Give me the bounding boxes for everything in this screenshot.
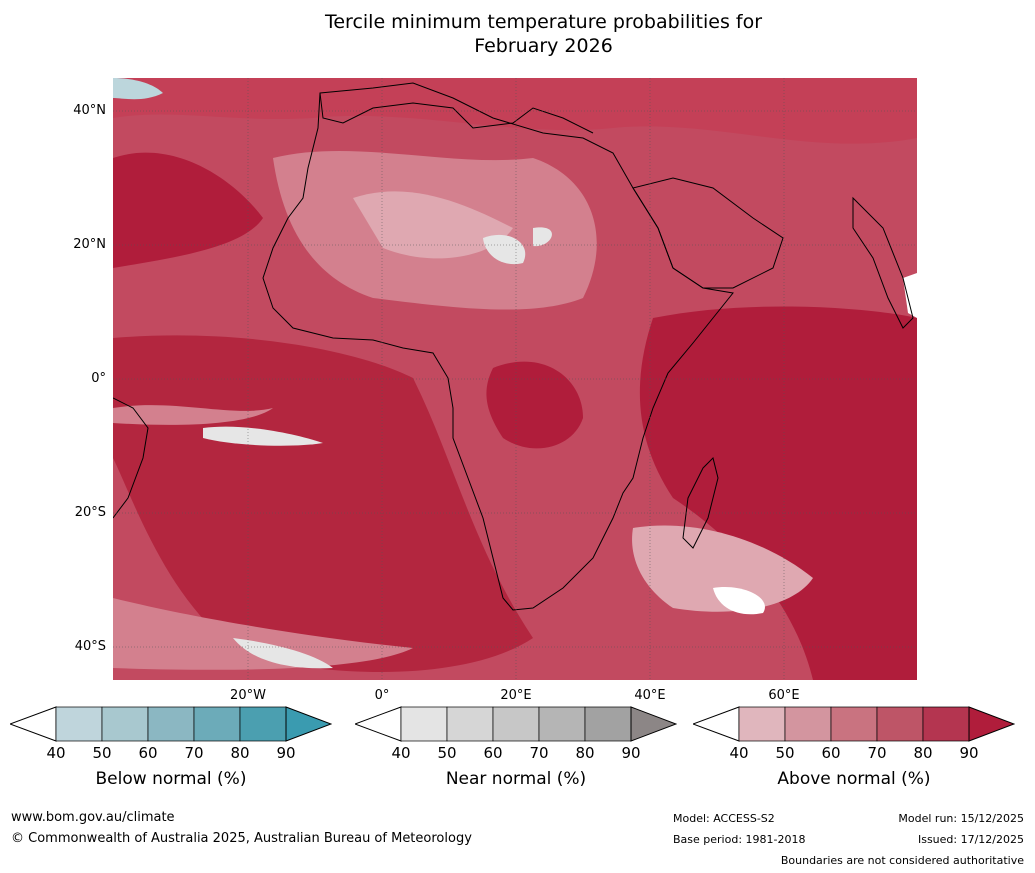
colorbar-near-bin-60 [492, 706, 540, 742]
colorbar-near-bin-70 [538, 706, 586, 742]
chart-title: Tercile minimum temperature probabilitie… [0, 10, 1035, 58]
tick-above-50: 50 [775, 744, 795, 762]
dark-region-indian-ocean [639, 306, 917, 680]
colorbar-above-min-arrow [693, 706, 740, 742]
title-line-2: February 2026 [474, 35, 613, 57]
tick-near-60: 60 [483, 744, 503, 762]
tick-above-90: 90 [959, 744, 979, 762]
lat-label-40n: 40°N [73, 103, 106, 118]
tick-below-70: 70 [184, 744, 204, 762]
colorbar-below-bin-80 [239, 706, 287, 742]
colorbar-near-title: Near normal (%) [445, 769, 587, 789]
footer-model: Model: ACCESS-S2 [673, 812, 775, 825]
tick-above-40: 40 [729, 744, 749, 762]
tick-near-80: 80 [575, 744, 595, 762]
dark-region-atlantic-north [113, 152, 263, 268]
tick-below-40: 40 [46, 744, 66, 762]
lat-label-equator: 0° [91, 371, 106, 386]
colorbar-below-max-arrow [285, 706, 332, 742]
lighter-region-sahara [353, 191, 513, 259]
arabia-coastline [632, 177, 784, 289]
colorbar-above-normal [693, 706, 1015, 742]
lon-label-60e: 60°E [768, 688, 800, 703]
tick-above-70: 70 [867, 744, 887, 762]
lon-label-20e: 20°E [500, 688, 532, 703]
colorbar-above-bin-60 [830, 706, 878, 742]
africa-coastline [262, 82, 734, 611]
tick-near-90: 90 [621, 744, 641, 762]
lat-label-20s: 20°S [74, 505, 106, 520]
tick-above-80: 80 [913, 744, 933, 762]
colorbar-below-title: Below normal (%) [95, 769, 247, 789]
near-normal-patch-1 [533, 227, 552, 247]
tick-near-40: 40 [391, 744, 411, 762]
colorbar-above-max-arrow [968, 706, 1015, 742]
footer-website-link[interactable]: www.bom.gov.au/climate [11, 810, 175, 825]
lat-label-20n: 20°N [73, 237, 106, 252]
tick-below-50: 50 [92, 744, 112, 762]
near-normal-patch-2 [483, 234, 526, 265]
tick-below-60: 60 [138, 744, 158, 762]
colorbar-below-min-arrow [10, 706, 57, 742]
footer-model-run: Model run: 15/12/2025 [898, 812, 1024, 825]
colorbar-below-bin-50 [101, 706, 149, 742]
title-line-1: Tercile minimum temperature probabilitie… [324, 11, 763, 33]
light-band-atlantic [113, 405, 273, 425]
lon-label-0: 0° [374, 688, 390, 703]
dark-region-congo [486, 361, 583, 449]
colorbar-near-normal [355, 706, 677, 742]
lon-label-20w: 20°W [230, 688, 266, 703]
lon-label-40e: 40°E [634, 688, 666, 703]
near-normal-band-southern [233, 638, 333, 669]
colorbar-below-bin-70 [193, 706, 241, 742]
footer-issued: Issued: 17/12/2025 [917, 833, 1024, 846]
light-band-southern [113, 598, 413, 670]
tick-near-70: 70 [529, 744, 549, 762]
map-svg [113, 78, 917, 680]
colorbar-near-bin-40 [400, 706, 448, 742]
tick-near-50: 50 [437, 744, 457, 762]
footer-base-period: Base period: 1981-2018 [673, 833, 806, 846]
colorbar-above-bin-80 [922, 706, 970, 742]
footer-boundaries-note: Boundaries are not considered authoritat… [780, 854, 1024, 867]
colorbar-near-bin-80 [584, 706, 632, 742]
colorbar-below-normal [10, 706, 332, 742]
below-normal-patch [113, 78, 163, 100]
mediterranean-coastline [319, 92, 594, 134]
probability-map[interactable] [113, 78, 917, 680]
tick-below-80: 80 [230, 744, 250, 762]
light-region-south-indian [632, 525, 813, 612]
near-normal-band-atlantic [203, 426, 323, 446]
south-america-coastline [113, 397, 149, 519]
colorbar-above-bin-70 [876, 706, 924, 742]
colorbar-below-bin-40 [55, 706, 103, 742]
colorbar-below-bin-60 [147, 706, 195, 742]
colorbar-above-bin-40 [738, 706, 786, 742]
colorbar-above-title: Above normal (%) [777, 769, 931, 789]
white-patch-south-indian [713, 587, 765, 615]
white-patch-east [903, 273, 917, 318]
tick-below-90: 90 [276, 744, 296, 762]
madagascar-coastline [682, 457, 719, 549]
colorbar-near-bin-50 [446, 706, 494, 742]
colorbar-above-bin-50 [784, 706, 832, 742]
colorbar-near-max-arrow [630, 706, 677, 742]
footer-copyright: © Commonwealth of Australia 2025, Austra… [11, 831, 472, 846]
colorbar-near-min-arrow [355, 706, 402, 742]
graticule [113, 78, 917, 680]
tick-above-60: 60 [821, 744, 841, 762]
india-coastline [852, 196, 914, 329]
lat-label-40s: 40°S [74, 639, 106, 654]
